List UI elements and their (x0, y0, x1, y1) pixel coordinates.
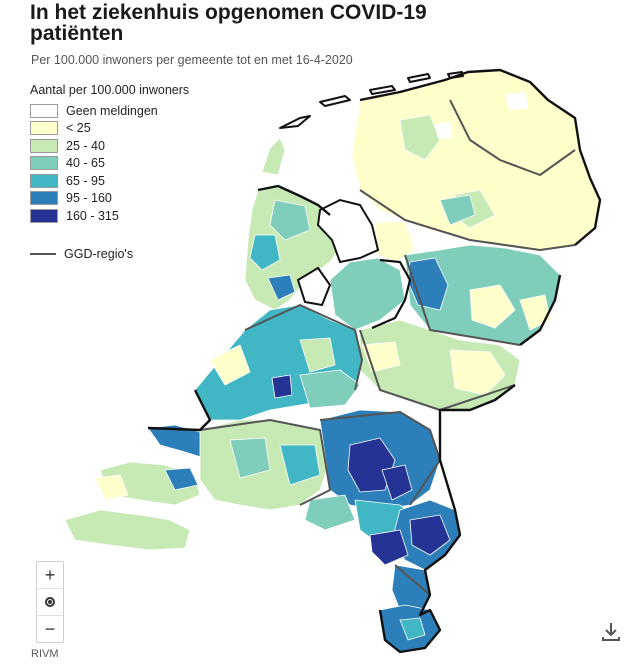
legend-swatch (30, 121, 58, 136)
island-schiermonnikoog[interactable] (407, 73, 431, 83)
map-legend: Aantal per 100.000 inwoners Geen melding… (30, 83, 189, 261)
legend-item: 65 - 95 (30, 172, 189, 190)
markermeer (296, 266, 332, 307)
region-utrecht[interactable] (299, 369, 361, 409)
legend-item: Geen meldingen (30, 102, 189, 120)
region-brabant-blue[interactable] (279, 444, 321, 486)
region-noord-holland-blue[interactable] (249, 234, 281, 271)
region-zeeland-yellow[interactable] (94, 474, 129, 501)
region-noord-holland-teal[interactable] (269, 199, 311, 241)
region-brabant-darkblue-2[interactable] (381, 464, 413, 501)
region-north-green[interactable] (399, 114, 441, 161)
region-zuid-holland-yellow[interactable] (209, 344, 251, 386)
region-zuid-holland-darkblue[interactable] (271, 374, 293, 399)
legend-swatch (30, 156, 58, 171)
country-outline (147, 68, 602, 654)
legend-swatch (30, 173, 58, 188)
island-ameland[interactable] (369, 85, 396, 95)
island-texel[interactable] (261, 137, 286, 176)
region-brabant-teal[interactable] (229, 437, 271, 479)
region-north-white-2[interactable] (434, 121, 453, 139)
ggd-boundary-mid (359, 329, 516, 411)
zoom-out-button[interactable]: − (44, 618, 56, 639)
veluwemeer (371, 258, 412, 330)
legend-item-label: 95 - 160 (66, 191, 112, 206)
legend-item-label: < 25 (66, 121, 91, 136)
zoom-in-button[interactable]: + (37, 562, 63, 589)
region-limburg-teal[interactable] (399, 617, 426, 641)
legend-line-swatch (30, 252, 56, 255)
zoom-control: + − (36, 561, 64, 643)
legend-item: 40 - 65 (30, 155, 189, 173)
legend-item-label: 25 - 40 (66, 138, 105, 153)
download-icon[interactable] (600, 621, 622, 643)
ggd-boundary-groningen (449, 99, 576, 176)
reset-view-button[interactable] (37, 589, 63, 616)
ggd-boundary-east (404, 254, 521, 346)
region-amsterdam[interactable] (267, 274, 296, 301)
region-overijssel-yellow[interactable] (469, 284, 516, 329)
region-zeeuws-vlaanderen[interactable] (64, 509, 191, 551)
legend-item: 25 - 40 (30, 137, 189, 155)
target-icon (45, 597, 55, 607)
island-rottumeroog[interactable] (447, 71, 464, 79)
region-north-teal[interactable] (439, 194, 476, 226)
map-title: In het ziekenhuis opgenomen COVID-19 pat… (30, 1, 427, 45)
map-subtitle: Per 100.000 inwoners per gemeente tot en… (31, 53, 353, 67)
island-terschelling[interactable] (319, 95, 351, 107)
region-zuid-holland-green[interactable] (299, 337, 336, 373)
legend-item: < 25 (30, 120, 189, 138)
region-limburg-darkblue[interactable] (409, 514, 451, 556)
region-north-white[interactable] (504, 91, 529, 111)
region-zeeland-blue[interactable] (164, 467, 199, 491)
legend-swatch (30, 208, 58, 223)
ggd-boundary-south (199, 419, 331, 506)
region-brabant-teal-2[interactable] (304, 494, 356, 531)
ijsselmeer (316, 198, 380, 264)
legend-swatch (30, 103, 58, 118)
region-brabant-darkblue[interactable] (347, 437, 396, 493)
region-limburg-dark-west[interactable] (369, 529, 409, 566)
region-gelderland-yellow[interactable] (449, 349, 506, 396)
legend-item-label: 65 - 95 (66, 173, 105, 188)
legend-item-ggd: GGD-regio's (30, 247, 189, 261)
legend-item-label: 160 - 315 (66, 208, 119, 223)
legend-swatch (30, 191, 58, 206)
legend-item: 95 - 160 (30, 190, 189, 208)
island-vlieland[interactable] (279, 115, 311, 129)
legend-item: 160 - 315 (30, 207, 189, 225)
legend-item-label: Geen meldingen (66, 103, 158, 118)
legend-title: Aantal per 100.000 inwoners (30, 83, 190, 97)
legend-item-label: 40 - 65 (66, 156, 105, 171)
ggd-boundary-holland (244, 304, 363, 391)
ggd-boundary-brabant (319, 411, 441, 506)
ggd-boundary-north (359, 189, 576, 251)
legend-item-ggd-label: GGD-regio's (64, 246, 134, 261)
region-overijssel-yellow-2[interactable] (519, 294, 551, 331)
legend-swatch (30, 138, 58, 153)
source-label: RIVM (31, 648, 59, 660)
